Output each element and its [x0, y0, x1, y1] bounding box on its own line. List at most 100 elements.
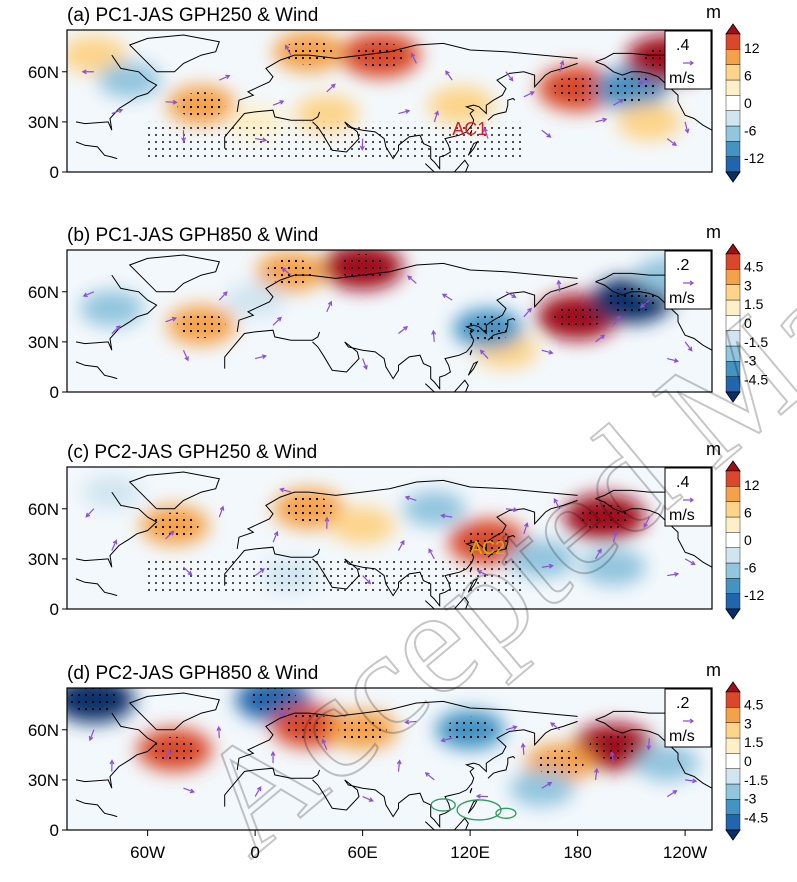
coastline	[453, 159, 469, 172]
wind-vector	[396, 759, 402, 772]
wind-vector	[324, 516, 330, 529]
wind-vector	[505, 725, 518, 731]
y-tick-label: 0	[50, 383, 59, 402]
wind-vector	[255, 137, 268, 143]
panel-b: (b) PC1-JAS GPH850 & Wind .2 m/s 60N 30N 0 m 4.…	[28, 222, 768, 404]
significance-stipple	[553, 75, 602, 102]
colorbar-segment	[725, 79, 741, 96]
colorbar-tick-label: 1.5	[744, 296, 764, 312]
wind-vector	[666, 138, 677, 146]
colorbar-segment	[725, 578, 741, 594]
coastline	[487, 97, 516, 121]
wind-vector	[281, 267, 292, 276]
y-tick-label: 0	[50, 600, 59, 619]
colorbar-segment	[725, 95, 741, 111]
wind-vector	[431, 329, 437, 342]
panel-title: (b) PC1-JAS GPH850 & Wind	[67, 225, 318, 246]
wind-vector	[278, 711, 292, 717]
panel-a: (a) PC1-JAS GPH250 & Wind AC1 .4 m/s 60N 30N 0…	[28, 2, 764, 183]
wind-vector	[404, 719, 417, 725]
x-axis: 60W 0 60E 120E 180 120W	[130, 830, 707, 862]
coastline	[595, 61, 712, 131]
coastline	[75, 491, 158, 568]
anomaly-blob	[508, 539, 576, 579]
wind-vector	[326, 83, 336, 93]
colorbar-tick-label: -3	[744, 353, 757, 369]
wind-vector	[219, 74, 231, 81]
wind-vector	[541, 129, 552, 138]
coastline	[312, 499, 578, 608]
wind-vector	[254, 354, 268, 360]
colorbar-tick-label: -6	[744, 560, 757, 576]
colorbar-tick-label: 0	[744, 95, 752, 111]
colorbar-tick-label: -6	[744, 123, 757, 139]
significance-stipple	[284, 495, 333, 522]
coastline	[236, 700, 578, 770]
coastline	[75, 578, 118, 597]
wind-vector	[272, 530, 279, 543]
coastline	[312, 282, 578, 391]
reference-vector-box	[664, 250, 712, 310]
colorbar-segment	[725, 33, 741, 50]
colorbar-segment	[725, 547, 741, 564]
x-tick-label: 0	[250, 843, 259, 862]
colorbar-min-triangle	[725, 608, 741, 620]
colorbar-segment	[725, 141, 741, 157]
coastline	[469, 787, 473, 794]
wind-vector	[685, 778, 698, 784]
wind-vector	[397, 539, 405, 551]
wind-vector	[272, 100, 285, 106]
colorbar-segment	[725, 49, 741, 65]
colorbar-tick-label: -4.5	[744, 371, 768, 387]
coastline	[75, 712, 158, 789]
anomaly-blob	[67, 35, 128, 75]
wind-vector	[541, 563, 554, 569]
reference-vector-unit: m/s	[669, 290, 695, 307]
colorbar-tick-label: 6	[744, 504, 752, 520]
wind-vector	[595, 334, 606, 343]
wind-vector	[424, 772, 435, 781]
anomaly-blob	[427, 85, 495, 125]
y-tick-label: 60N	[28, 283, 59, 302]
wind-vector	[646, 738, 652, 751]
colorbar-max-triangle	[725, 23, 741, 35]
wind-vector	[362, 796, 374, 802]
annotation-label: AC2	[470, 538, 505, 558]
reference-vector-unit: m/s	[669, 728, 695, 745]
coastline	[453, 379, 469, 392]
colorbar-unit: m	[706, 439, 721, 459]
wind-vector	[475, 793, 489, 799]
significance-stipple	[607, 75, 656, 102]
wind-vector	[684, 558, 696, 566]
wind-vector	[666, 790, 678, 798]
wind-vector	[272, 316, 282, 326]
wind-vector	[285, 44, 292, 56]
y-tick-label: 30N	[28, 333, 59, 352]
coastlines	[75, 254, 712, 404]
reference-vector: .4 m/s	[664, 30, 712, 90]
x-tick-label: 120W	[663, 843, 707, 862]
coastline	[424, 600, 436, 609]
coastline	[490, 394, 524, 404]
colorbar-segment	[725, 64, 741, 81]
coastline	[224, 767, 321, 807]
wind-vector	[440, 737, 453, 743]
significance-stipple	[338, 716, 387, 743]
coastline	[128, 692, 220, 731]
wind-vector	[398, 109, 411, 115]
wind-vector	[523, 91, 535, 98]
wind-vector	[684, 121, 690, 134]
coastline	[469, 566, 473, 573]
reference-vector-value: .2	[676, 695, 689, 712]
wind-vector	[523, 307, 532, 318]
wind-vectors	[88, 711, 698, 802]
contour-line	[456, 799, 502, 821]
panel-d: (d) PC2-JAS GPH850 & Wind .2 m/s 60N 30N 0 m 4.…	[28, 660, 768, 841]
colorbar: m 4.5 3 1.5 0 -1.5 -3 -4.5	[706, 222, 768, 403]
anomaly-blob	[82, 475, 141, 509]
coastline	[595, 719, 712, 789]
x-tick-label: 60E	[348, 843, 378, 862]
colorbar-tick-label: 1.5	[744, 734, 764, 750]
colorbar-segment	[725, 799, 741, 815]
wind-vectors	[85, 487, 696, 585]
